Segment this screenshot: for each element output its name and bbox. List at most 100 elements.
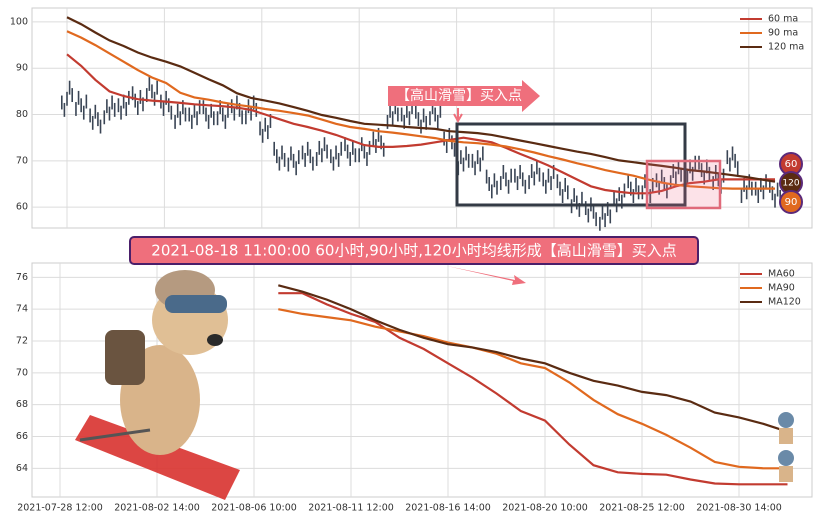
candle <box>550 176 552 191</box>
candle <box>287 157 290 172</box>
candle <box>389 103 391 118</box>
candle <box>352 140 354 155</box>
candle <box>137 101 139 115</box>
candle <box>680 167 682 182</box>
candle <box>567 185 569 200</box>
candle <box>283 152 286 167</box>
candle <box>167 98 170 113</box>
legend-label: 60 ma <box>768 14 798 25</box>
candle <box>632 189 635 203</box>
candle <box>94 104 97 119</box>
candle <box>358 148 360 163</box>
candle <box>439 103 442 118</box>
ma-line <box>278 308 788 470</box>
candle <box>241 110 243 125</box>
candle <box>521 172 524 187</box>
candle <box>722 168 725 183</box>
candle <box>493 173 496 188</box>
candle <box>545 179 547 194</box>
signal-zone <box>645 159 722 210</box>
candle <box>207 114 210 129</box>
candle <box>740 189 743 203</box>
x-tick-label: 2021-08-20 10:00 <box>502 503 588 514</box>
candle <box>139 89 142 104</box>
y-tick-label: 100 <box>10 16 28 27</box>
candle <box>145 88 148 103</box>
candle <box>575 195 578 210</box>
candle <box>559 181 561 196</box>
x-tick-label: 2021-08-16 14:00 <box>405 503 491 514</box>
candle <box>205 107 207 122</box>
y-tick-label: 68 <box>16 399 28 410</box>
candle <box>97 112 99 127</box>
candle <box>196 111 198 126</box>
y-tick-label: 70 <box>16 367 28 378</box>
skier-icons <box>778 412 794 482</box>
x-tick-label: 2021-07-28 12:00 <box>17 503 103 514</box>
candle <box>224 114 227 129</box>
candle <box>332 156 335 171</box>
candle <box>120 105 122 120</box>
candle <box>627 174 629 189</box>
candle <box>547 168 550 183</box>
candle <box>77 90 80 105</box>
candle <box>99 119 102 134</box>
candle <box>613 190 615 205</box>
candle <box>210 103 212 118</box>
candle <box>556 174 559 189</box>
candle <box>80 98 82 113</box>
candle <box>651 177 654 192</box>
candle <box>507 179 510 194</box>
candle <box>474 161 476 176</box>
candle <box>686 170 689 185</box>
candle <box>666 184 668 199</box>
candle <box>315 152 318 166</box>
candle <box>103 110 106 125</box>
candle <box>236 95 238 110</box>
candle <box>745 185 748 200</box>
candle <box>635 177 637 192</box>
candle <box>176 103 179 118</box>
candle <box>496 180 498 195</box>
candle <box>581 191 583 206</box>
candle <box>706 159 708 174</box>
candle <box>326 144 328 159</box>
candle <box>757 189 760 203</box>
candle <box>623 183 626 198</box>
candle <box>482 146 484 161</box>
candle <box>451 135 453 150</box>
candle <box>462 157 465 172</box>
candle <box>335 145 337 160</box>
candle <box>75 102 77 116</box>
candle <box>142 97 144 112</box>
y-tick-label: 70 <box>16 155 28 166</box>
candle <box>436 114 439 129</box>
x-tick-label: 2021-08-30 14:00 <box>696 503 782 514</box>
candle <box>255 102 258 117</box>
candle <box>321 148 323 163</box>
candle <box>273 141 275 156</box>
candle <box>743 177 745 192</box>
end-label: 60 <box>785 159 798 170</box>
candle <box>519 165 521 179</box>
candle <box>630 181 632 196</box>
candle <box>363 144 366 159</box>
illustration <box>75 270 240 500</box>
candle <box>264 117 267 132</box>
candle <box>290 146 292 161</box>
candle <box>297 150 300 165</box>
candle <box>689 159 691 174</box>
candle <box>694 155 697 170</box>
candle <box>153 91 156 106</box>
candle <box>216 111 219 126</box>
candle <box>162 102 165 116</box>
candle <box>691 166 694 181</box>
candle <box>712 176 714 191</box>
ma-line <box>66 16 776 183</box>
candle <box>372 131 375 146</box>
candle <box>346 144 349 159</box>
candle <box>408 111 411 126</box>
candle <box>134 93 136 108</box>
candle <box>644 174 646 189</box>
